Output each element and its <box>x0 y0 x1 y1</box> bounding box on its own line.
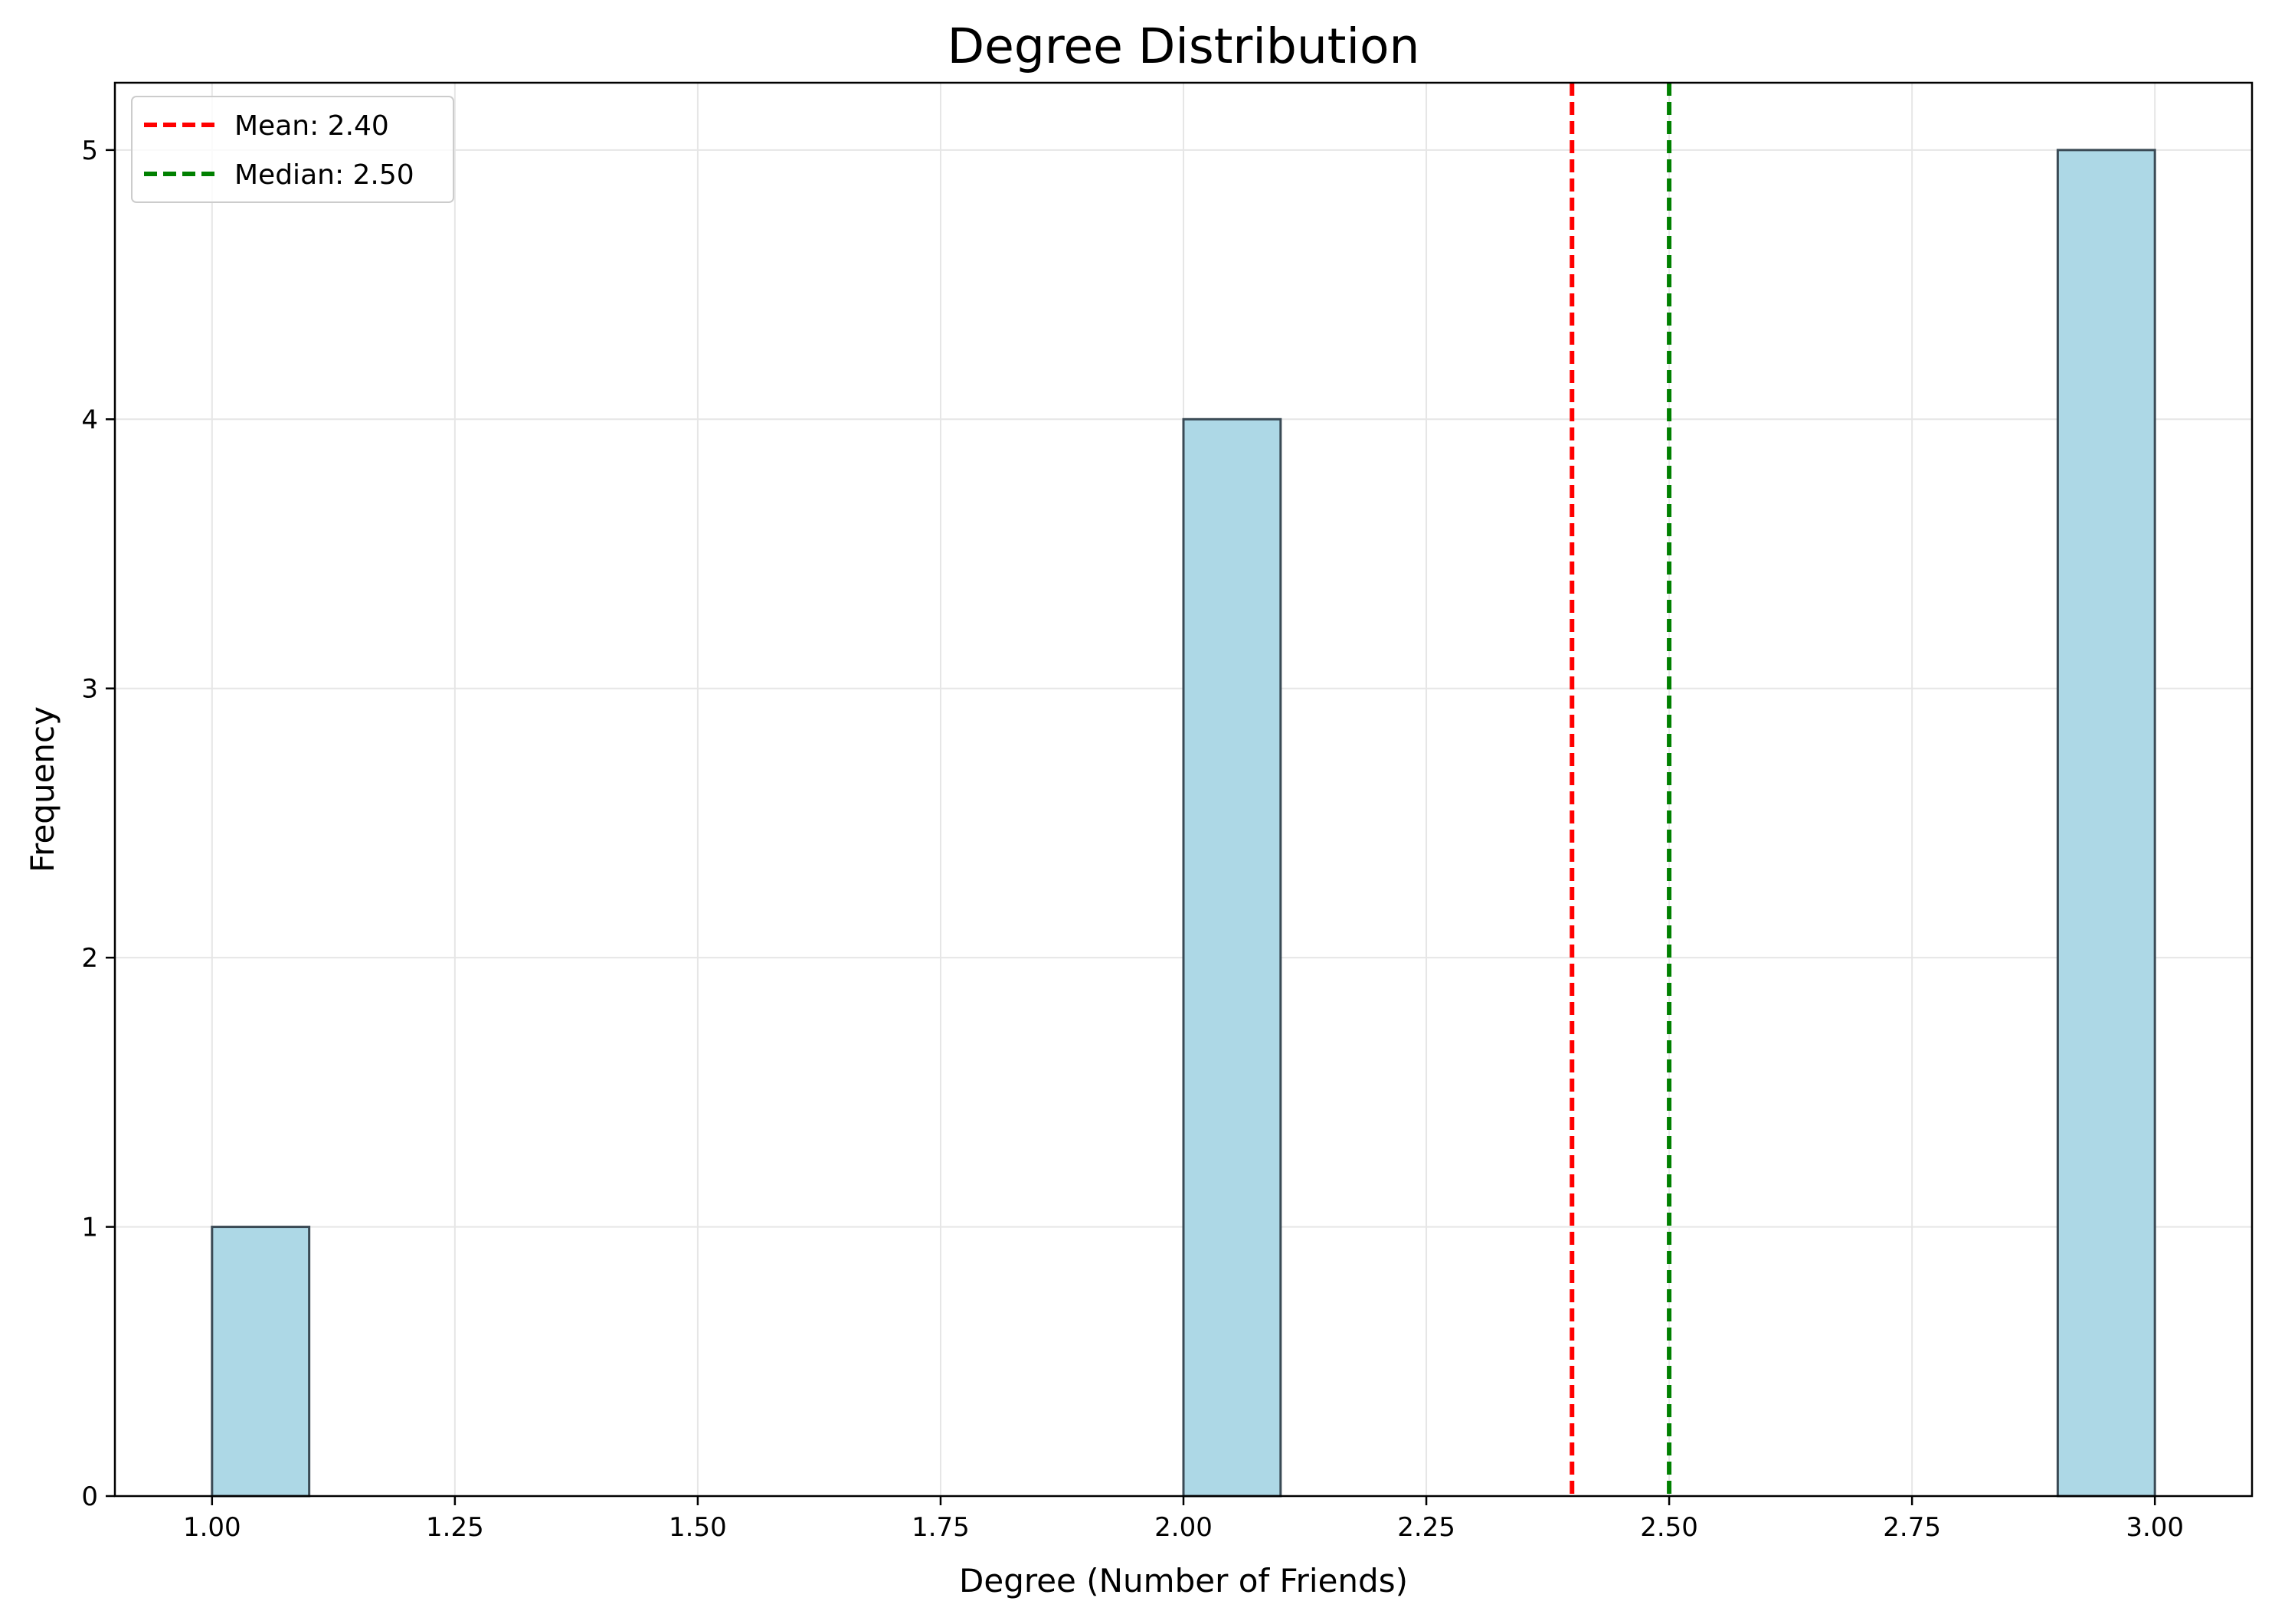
x-tick-label: 3.00 <box>2126 1512 2184 1543</box>
x-tick-label: 1.00 <box>183 1512 241 1543</box>
chart-title: Degree Distribution <box>948 18 1420 74</box>
x-tick-label: 1.50 <box>669 1512 727 1543</box>
histogram-bars <box>211 149 2156 1498</box>
y-axis-label: Frequency <box>24 706 61 873</box>
y-tick-label: 2 <box>81 943 98 974</box>
legend-mean-label: Mean: 2.40 <box>234 110 389 142</box>
y-tick-label: 0 <box>81 1482 98 1512</box>
y-tick-label: 3 <box>81 674 98 705</box>
reference-lines <box>1570 83 1672 1496</box>
y-tick-label: 1 <box>81 1213 98 1243</box>
histogram-bar <box>211 1226 311 1498</box>
legend-median-label: Median: 2.50 <box>234 159 414 191</box>
x-tick-label: 2.50 <box>1640 1512 1698 1543</box>
histogram-bar <box>1182 417 1282 1498</box>
x-tick-label: 1.25 <box>426 1512 484 1543</box>
x-tick-label: 2.00 <box>1154 1512 1213 1543</box>
y-tick-label: 4 <box>81 404 98 435</box>
y-tick-label: 5 <box>81 136 98 166</box>
x-tick-label: 2.25 <box>1397 1512 1455 1543</box>
x-tick-label: 2.75 <box>1883 1512 1941 1543</box>
x-axis-label: Degree (Number of Friends) <box>959 1562 1408 1599</box>
histogram-bar <box>2056 149 2156 1498</box>
legend: Mean: 2.40 Median: 2.50 <box>131 96 454 203</box>
x-tick-label: 1.75 <box>912 1512 970 1543</box>
axis-ticks: 1.00 1.25 1.50 1.75 2.00 2.25 2.50 2.75 3.00 0 1 2 3… <box>81 136 2184 1543</box>
